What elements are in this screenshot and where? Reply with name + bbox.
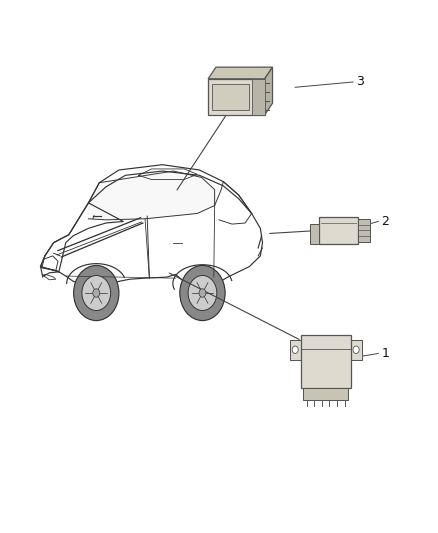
Polygon shape — [265, 67, 272, 115]
Circle shape — [188, 276, 217, 311]
Text: 1: 1 — [381, 347, 389, 360]
FancyBboxPatch shape — [351, 340, 361, 360]
FancyBboxPatch shape — [212, 84, 250, 110]
Polygon shape — [208, 79, 265, 115]
FancyBboxPatch shape — [310, 224, 319, 244]
FancyBboxPatch shape — [358, 219, 371, 242]
Circle shape — [353, 346, 359, 353]
Circle shape — [74, 265, 119, 320]
FancyBboxPatch shape — [319, 216, 358, 244]
Circle shape — [292, 346, 298, 353]
Circle shape — [180, 265, 225, 320]
FancyBboxPatch shape — [303, 389, 349, 400]
FancyBboxPatch shape — [252, 79, 265, 115]
Text: 3: 3 — [356, 76, 364, 88]
Circle shape — [199, 289, 206, 297]
Polygon shape — [208, 67, 272, 79]
FancyBboxPatch shape — [290, 340, 300, 360]
Text: 2: 2 — [381, 215, 389, 228]
FancyBboxPatch shape — [300, 335, 351, 389]
Circle shape — [93, 289, 100, 297]
Polygon shape — [88, 171, 215, 220]
Circle shape — [82, 276, 111, 311]
